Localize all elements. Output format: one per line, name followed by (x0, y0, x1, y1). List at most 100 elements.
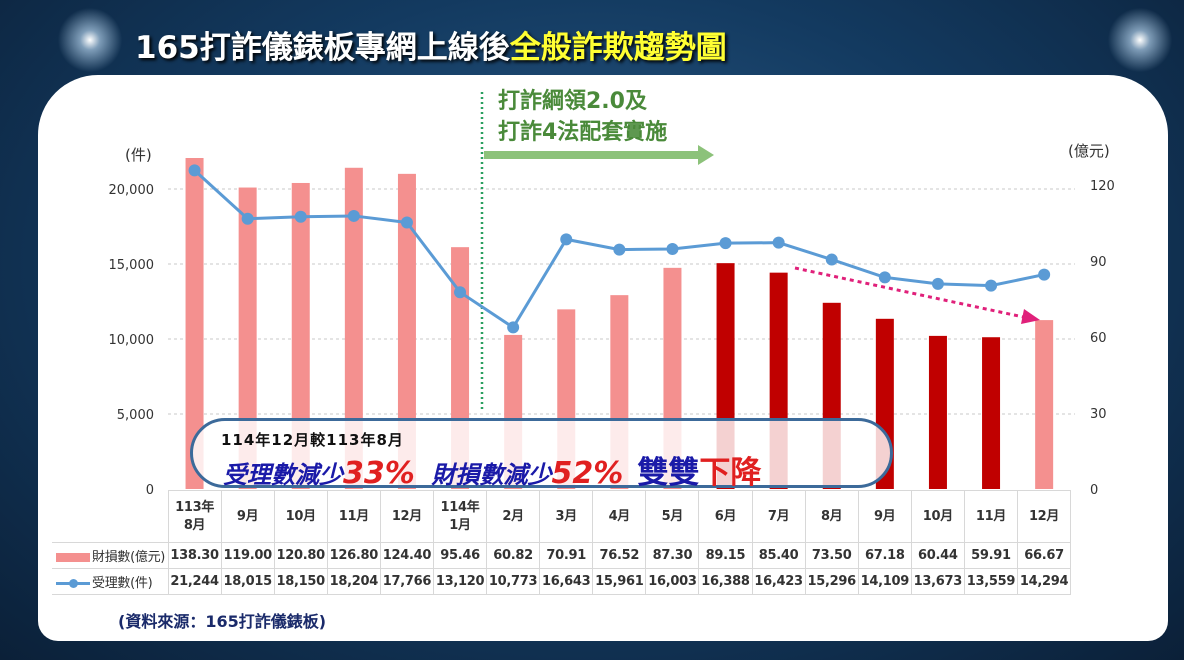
category-label: 113年 8月 (167, 490, 222, 543)
left-axis-tick: 20,000 (109, 183, 155, 198)
cases-point (400, 216, 413, 229)
cases-value: 16,003 (645, 568, 700, 595)
policy-line-1: 打詐綱領2.0及 (498, 89, 647, 114)
line-marker-swatch-icon (56, 579, 90, 588)
right-axis-unit: (億元) (1068, 142, 1110, 160)
table-row-cases: 受理數(件) 21,244 18,015 18,150 18,204 17,766 13,1… (52, 568, 1072, 595)
cases-point (241, 212, 254, 225)
table-header-row: 113年 8月 9月 10月 11月 12月 114年 1月 2月 3月 4月 5月 6月 7月 8月 9月 1… (52, 490, 1072, 543)
cases-value: 13,559 (963, 568, 1019, 595)
summary-text: 受理數減少33% 財損數減少52% 雙雙下降 (223, 447, 761, 492)
cases-point (878, 271, 891, 284)
cases-value: 17,766 (379, 568, 434, 595)
category-label: 4月 (592, 490, 647, 543)
bar-swatch-icon (56, 553, 90, 562)
cases-point (985, 279, 998, 292)
cases-value: 18,015 (220, 568, 275, 595)
table-row-loss: 財損數(億元) 138.30 119.00 120.80 126.80 124.40 95.… (52, 542, 1072, 569)
cases-value: 10,773 (486, 568, 541, 595)
bar (982, 337, 1001, 489)
right-axis-tick: 60 (1090, 331, 1107, 346)
cases-value: 18,204 (326, 568, 381, 595)
category-label: 12月 (1016, 490, 1072, 543)
cases-point (507, 321, 520, 334)
loss-value: 85.40 (751, 542, 806, 569)
cases-value: 16,423 (751, 568, 806, 595)
loss-value: 67.18 (857, 542, 912, 569)
double-text: 雙雙 (637, 455, 700, 491)
category-label: 3月 (539, 490, 594, 543)
policy-line-2: 打詐4法配套實施 (498, 120, 668, 145)
category-label: 12月 (379, 490, 434, 543)
right-axis-tick: 30 (1090, 407, 1107, 422)
policy-arrow-shaft (484, 151, 699, 159)
left-axis-tick: 5,000 (117, 408, 154, 423)
cases-value: 14,294 (1016, 568, 1072, 595)
bar (291, 182, 310, 489)
loss-value: 138.30 (167, 542, 222, 569)
cases-value: 15,296 (804, 568, 859, 595)
loss-value: 95.46 (432, 542, 488, 569)
decline-text: 下降 (699, 455, 762, 491)
cases-value: 16,388 (698, 568, 753, 595)
loss-value: 120.80 (273, 542, 328, 569)
cases-value: 14,109 (857, 568, 912, 595)
page-title: 165打詐儀錶板專網上線後全般詐欺趨勢圖 (135, 22, 727, 67)
loss-value: 119.00 (220, 542, 275, 569)
cases-point (666, 242, 679, 255)
right-axis-tick: 0 (1090, 483, 1098, 498)
right-axis-tick: 120 (1090, 179, 1115, 194)
cases-value: 13,673 (910, 568, 965, 595)
category-label: 9月 (220, 490, 275, 543)
category-label: 11月 (963, 490, 1019, 543)
cases-point (454, 286, 467, 299)
loss-value: 89.15 (698, 542, 753, 569)
loss-legend: 財損數(億元) (52, 542, 169, 569)
loss-value: 66.67 (1016, 542, 1072, 569)
category-label: 7月 (751, 490, 806, 543)
loss-value: 60.44 (910, 542, 965, 569)
left-axis-unit: (件) (125, 146, 152, 164)
category-label: 2月 (486, 490, 541, 543)
bar (397, 173, 416, 489)
bar (185, 158, 204, 489)
loss-value: 87.30 (645, 542, 700, 569)
cases-pct: 33% (343, 456, 415, 491)
category-label: 11月 (326, 490, 381, 543)
title-main: 165打詐儀錶板專網上線後 (135, 30, 510, 66)
category-label: 114年 1月 (432, 490, 488, 543)
cases-point (188, 164, 201, 177)
loss-value: 124.40 (379, 542, 434, 569)
loss-value: 70.91 (539, 542, 594, 569)
category-label: 10月 (910, 490, 965, 543)
cases-point (560, 233, 573, 246)
policy-arrow-head (698, 145, 714, 165)
cases-point (1038, 268, 1051, 281)
category-label: 10月 (273, 490, 328, 543)
cases-legend: 受理數(件) (52, 568, 169, 595)
right-axis-tick: 90 (1090, 255, 1107, 270)
table-corner (52, 490, 169, 543)
bar (238, 187, 257, 490)
cases-point (294, 210, 307, 223)
bar (1035, 320, 1054, 489)
bar (928, 335, 947, 489)
left-axis-tick: 10,000 (109, 333, 155, 348)
cases-point (347, 209, 360, 222)
source-note: (資料來源：165打詐儀錶板) (118, 612, 327, 631)
comparison-text: 114年12月較113年8月 (221, 431, 404, 449)
loss-value: 60.82 (486, 542, 541, 569)
cases-text: 受理數減少 (223, 461, 343, 489)
loss-pct: 52% (551, 456, 624, 491)
cases-value: 15,961 (592, 568, 647, 595)
loss-value: 126.80 (326, 542, 381, 569)
category-label: 8月 (804, 490, 859, 543)
loss-text: 財損數減少 (431, 461, 552, 489)
cases-point (613, 243, 626, 256)
trend-arrow-head (1021, 309, 1040, 324)
cases-value: 13,120 (432, 568, 488, 595)
cases-value: 16,643 (539, 568, 594, 595)
cases-value: 21,244 (167, 568, 222, 595)
cases-point (931, 277, 944, 290)
